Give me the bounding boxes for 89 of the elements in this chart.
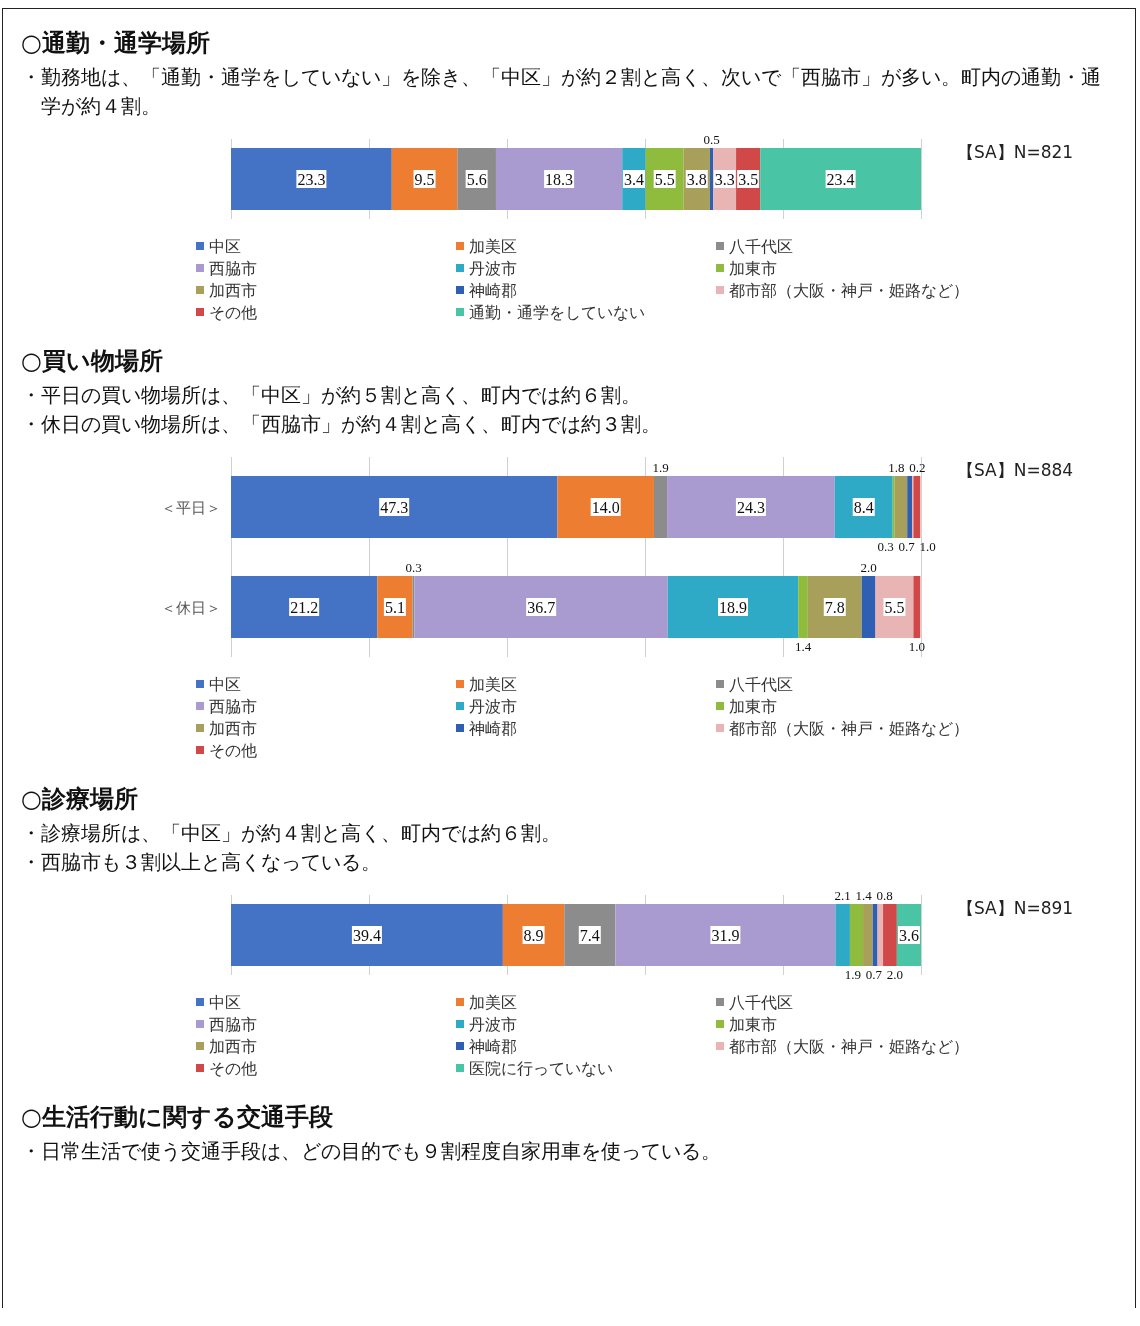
legend-label: 加美区 [469,992,517,1012]
legend-label: 加東市 [729,258,777,278]
legend-label: 加西市 [209,718,257,738]
legend-label: 中区 [209,992,241,1012]
data-label: 31.9 [711,926,740,944]
legend-label: 加美区 [469,236,517,256]
data-label: 24.3 [736,498,765,516]
data-label: 9.5 [414,170,435,188]
legend-label: 加美区 [469,674,517,694]
data-label: 7.8 [824,598,845,616]
data-label: 0.5 [703,132,720,147]
data-label: 3.5 [738,170,759,188]
text: 【SA】N=891 [957,897,1074,918]
legend-label: その他 [209,740,257,760]
data-label: 18.3 [545,170,574,188]
y-tick-label: ＜休日＞ [161,598,221,616]
data-label: 0.8 [876,888,893,903]
data-label: 23.4 [826,170,855,188]
data-label: 7.4 [579,926,600,944]
data-label: 2.0 [886,967,903,982]
legend-label: 丹波市 [469,696,517,716]
legend-label: 丹波市 [469,1014,517,1034]
legend-label: 西脇市 [209,258,257,278]
legend-label: 医院に行っていない [469,1058,613,1078]
data-label: 36.7 [527,598,556,616]
data-label: 0.2 [909,460,926,475]
data-label: 3.3 [714,170,735,188]
text: ・西脇市も３割以上と高くなっている。 [21,849,382,876]
data-label: 5.5 [884,598,905,616]
data-label: 0.7 [898,539,916,554]
data-label: 1.4 [794,639,812,654]
legend-label: 神崎郡 [469,280,517,300]
data-label: 14.0 [591,498,620,516]
data-label: 18.9 [718,598,747,616]
chart-subtitle: ・診療場所は、「中区」が約４割と高く、町内では約６割。 [21,820,562,847]
chart-subtitle: ・勤務地は、「通勤・通学をしていない」を除き、「中区」が約２割と高く、次いで「西脇市」が多い。町内の通勤・通学が約４割。 [21,64,1102,120]
legend-label: 加西市 [209,280,257,300]
chart-title: ○買い物場所 [21,346,164,377]
legend-label: 西脇市 [209,696,257,716]
legend-label: 神崎郡 [469,1036,517,1056]
chart-title: ○診療場所 [21,784,139,815]
legend-label: 都市部（大阪・神戸・姫路など） [729,718,969,738]
legend-label: 中区 [209,674,241,694]
data-label: 3.4 [623,170,644,188]
chart-title: ○通勤・通学場所 [21,28,211,59]
legend-label: 中区 [209,236,241,256]
data-label: 39.4 [352,926,381,944]
legend-label: 通勤・通学をしていない [469,302,645,322]
legend-label: 八千代区 [729,674,793,694]
y-tick-label: ＜平日＞ [161,498,221,516]
data-label: 5.5 [654,170,675,188]
legend-label: 丹波市 [469,258,517,278]
legend-label: その他 [209,302,257,322]
chart-subtitle: ・平日の買い物場所は、「中区」が約５割と高く、町内では約６割。 [21,382,642,409]
legend-label: 加東市 [729,1014,777,1034]
data-label: 23.3 [297,170,326,188]
data-label: 0.3 [405,560,422,575]
data-label: 21.2 [290,598,319,616]
data-label: 3.6 [898,926,919,944]
data-label: 1.4 [855,888,873,903]
text: ・休日の買い物場所は、「西脇市」が約４割と高く、町内では約３割。 [21,411,662,438]
data-label: 1.0 [919,539,936,554]
text: 【SA】N=884 [957,459,1074,480]
data-label: 3.8 [686,170,707,188]
data-label: 47.3 [380,498,409,516]
legend-label: その他 [209,1058,257,1078]
data-label: 8.9 [523,926,544,944]
data-label: 8.4 [853,498,874,516]
data-label: 1.9 [844,967,861,982]
legend-label: 都市部（大阪・神戸・姫路など） [729,1036,969,1056]
text: ・日常生活で使う交通手段は、どの目的でも９割程度自家用車を使っている。 [21,1138,722,1165]
data-label: 1.0 [908,639,925,654]
legend-label: 八千代区 [729,236,793,256]
data-label: 5.1 [384,598,405,616]
data-label: 0.7 [865,967,883,982]
legend-label: 都市部（大阪・神戸・姫路など） [729,280,969,300]
data-label: 1.8 [888,460,905,475]
legend-label: 八千代区 [729,992,793,1012]
text: 【SA】N=821 [957,141,1074,162]
legend-label: 神崎郡 [469,718,517,738]
data-label: 5.6 [466,170,487,188]
data-label: 2.0 [860,560,877,575]
data-label: 0.3 [877,539,894,554]
legend-label: 加東市 [729,696,777,716]
text: ○生活行動に関する交通手段 [21,1102,334,1133]
legend-label: 西脇市 [209,1014,257,1034]
legend-label: 加西市 [209,1036,257,1056]
data-label: 2.1 [834,888,851,903]
data-label: 1.9 [652,460,669,475]
